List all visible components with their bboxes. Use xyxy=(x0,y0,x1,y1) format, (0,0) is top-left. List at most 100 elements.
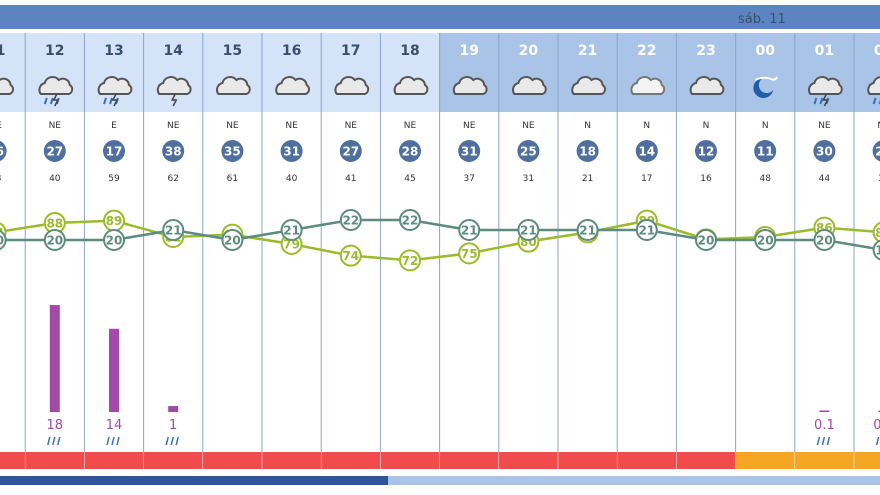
raindrop xyxy=(52,436,56,446)
wind-gust: 41 xyxy=(345,174,356,184)
cloud-icon xyxy=(393,76,429,95)
wind-gust: 31 xyxy=(523,174,534,184)
column-bg xyxy=(439,33,499,112)
wind-speed: 35 xyxy=(224,145,241,159)
warning-segment xyxy=(617,452,677,469)
storm-cloud-icon xyxy=(156,76,192,107)
rain-storm-icon xyxy=(97,76,133,107)
wind-direction: NE xyxy=(818,121,831,131)
cloud-shape xyxy=(275,76,310,95)
temperature-point xyxy=(43,229,66,251)
raindrop xyxy=(111,436,115,446)
grid-lines xyxy=(24,33,855,452)
temperature-label: 20 xyxy=(757,234,774,248)
humidity-label: 89 xyxy=(106,214,123,228)
cloud-icon xyxy=(452,76,488,95)
wind-gust: 61 xyxy=(227,174,238,184)
humidity-label: 84 xyxy=(875,226,880,240)
precip-label: 0.1 xyxy=(814,418,835,433)
rain-drop xyxy=(43,97,48,105)
wind-direction: N xyxy=(643,121,650,131)
hour-label: 01 xyxy=(815,43,834,59)
cloud-shape xyxy=(452,76,488,95)
raindrop xyxy=(170,436,174,446)
wind-stroke xyxy=(754,76,779,81)
rain-drop xyxy=(103,97,107,105)
cloud-shape xyxy=(334,76,370,95)
warning-segment xyxy=(498,452,558,469)
raindrop xyxy=(826,436,831,446)
raindrop xyxy=(47,436,51,446)
precip-bar xyxy=(819,410,830,412)
lightning-bolt xyxy=(170,93,178,107)
warning-strip xyxy=(0,452,880,469)
temperature-label: 20 xyxy=(224,234,241,248)
cloud-icon xyxy=(0,77,14,95)
weather-icons xyxy=(0,76,880,107)
header-bar xyxy=(0,5,880,29)
hour-label: 13 xyxy=(104,43,123,59)
lightning-bolt xyxy=(52,93,60,107)
timeline-bar xyxy=(0,476,880,485)
raindrops-icon xyxy=(165,436,179,446)
wind-badge xyxy=(43,140,66,162)
rain-drop xyxy=(109,97,113,105)
wind-direction: NE xyxy=(877,121,880,131)
humidity-label: 72 xyxy=(402,254,419,268)
column-bg xyxy=(321,33,381,112)
temperature-point xyxy=(813,229,836,251)
wind-badge xyxy=(872,140,880,162)
temperature-label: 22 xyxy=(342,214,359,228)
wind-badge xyxy=(162,140,185,162)
humidity-label: 75 xyxy=(461,247,478,261)
hour-label: 14 xyxy=(163,43,183,59)
humidity-point xyxy=(458,242,481,265)
column-bg xyxy=(0,33,26,112)
precip-bar xyxy=(109,328,119,412)
wind-direction: N xyxy=(584,121,591,131)
wind-direction: E xyxy=(111,121,117,131)
cloud-icon xyxy=(571,76,606,95)
wind-direction: N xyxy=(762,121,769,131)
lightning-bolt xyxy=(822,93,829,107)
cloud-shape xyxy=(393,76,429,95)
temperature-label: 19 xyxy=(875,244,880,258)
raindrop xyxy=(57,436,61,446)
temperature-label: 20 xyxy=(106,234,123,248)
temperature-label: 21 xyxy=(638,224,655,238)
temperature-point xyxy=(103,229,125,251)
raindrop xyxy=(106,436,110,446)
temperature-point xyxy=(517,219,540,241)
cloud-shape xyxy=(216,76,251,95)
hour-label: 23 xyxy=(696,43,715,59)
column-bg xyxy=(202,33,262,112)
moon-shape xyxy=(753,78,774,98)
warning-segment xyxy=(202,452,262,469)
temperature-label: 21 xyxy=(579,224,596,238)
temperature-point xyxy=(872,239,880,261)
cloud-shape xyxy=(0,77,14,95)
temperature-point xyxy=(576,219,599,241)
wind-direction: NE xyxy=(522,121,535,131)
wind-badge xyxy=(280,140,303,162)
cloud-shape xyxy=(512,76,547,95)
cloud-shape xyxy=(867,76,880,95)
temperature-label: 22 xyxy=(402,214,419,228)
humidity-label: 74 xyxy=(342,249,359,263)
wind-badge xyxy=(458,140,481,162)
wind-badge xyxy=(635,140,658,162)
wind-speed: 30 xyxy=(816,145,833,159)
data-lines: 8488898283797472758084898182868420202021… xyxy=(0,209,880,272)
warning-segment xyxy=(25,452,85,469)
column-bg xyxy=(498,33,558,112)
temperature-label: 21 xyxy=(461,224,478,238)
timeline-remaining xyxy=(388,476,880,485)
wind-direction: NE xyxy=(285,121,298,131)
cloud-shape xyxy=(38,76,74,95)
column-bg xyxy=(735,33,795,112)
timeline-elapsed xyxy=(0,476,388,485)
warning-segment xyxy=(0,452,26,469)
wind-direction: NE xyxy=(49,121,62,131)
wind-speed: 27 xyxy=(46,145,63,159)
